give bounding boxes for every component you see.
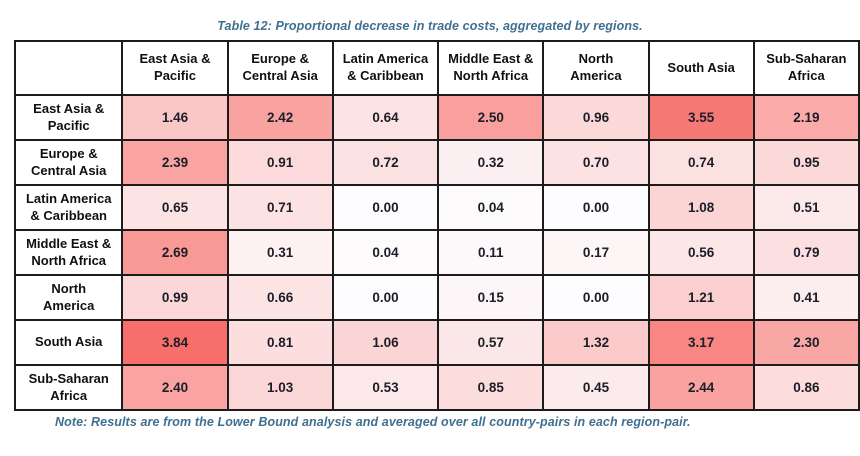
value-cell-1-4: 0.70 — [542, 139, 650, 186]
value-cell-3-4: 0.17 — [542, 229, 650, 276]
col-header-5: South Asia — [647, 40, 755, 96]
value-cell-1-6: 0.95 — [752, 139, 860, 186]
value-cell-5-2: 1.06 — [331, 319, 440, 366]
value-cell-1-3: 0.32 — [437, 139, 545, 186]
value-cell-6-5: 2.44 — [647, 364, 755, 411]
value-cell-4-3: 0.15 — [437, 274, 545, 321]
table-row-0: East Asia & Pacific 1.46 2.42 0.64 2.50 0.96 3… — [13, 94, 860, 141]
table-row-4: North America 0.99 0.66 0.00 0.15 0.00 1.21 0.4… — [13, 274, 860, 321]
value-cell-1-5: 0.74 — [647, 139, 755, 186]
value-cell-5-1: 0.81 — [226, 319, 334, 366]
value-cell-5-0: 3.84 — [121, 319, 229, 366]
value-cell-2-1: 0.71 — [226, 184, 334, 231]
col-header-3: Middle East & North Africa — [437, 40, 545, 96]
trade-costs-table: East Asia & Pacific Europe & Central Asia… — [13, 40, 860, 411]
corner-cell — [13, 40, 124, 96]
value-cell-2-3: 0.04 — [437, 184, 545, 231]
value-cell-5-5: 3.17 — [647, 319, 755, 366]
table-caption: Table 12: Proportional decrease in trade… — [217, 19, 643, 33]
value-cell-4-4: 0.00 — [542, 274, 650, 321]
value-cell-2-5: 1.08 — [647, 184, 755, 231]
value-cell-1-1: 0.91 — [226, 139, 334, 186]
value-cell-3-3: 0.11 — [437, 229, 545, 276]
col-header-0: East Asia & Pacific — [121, 40, 229, 96]
value-cell-6-0: 2.40 — [121, 364, 229, 411]
value-cell-6-2: 0.53 — [331, 364, 440, 411]
value-cell-0-4: 0.96 — [542, 94, 650, 141]
value-cell-1-0: 2.39 — [121, 139, 229, 186]
row-header-5: South Asia — [13, 319, 124, 366]
value-cell-0-5: 3.55 — [647, 94, 755, 141]
col-header-4: North America — [542, 40, 650, 96]
value-cell-0-0: 1.46 — [121, 94, 229, 141]
value-cell-4-0: 0.99 — [121, 274, 229, 321]
value-cell-4-1: 0.66 — [226, 274, 334, 321]
value-cell-0-3: 2.50 — [437, 94, 545, 141]
row-header-4: North America — [13, 274, 124, 321]
value-cell-1-2: 0.72 — [331, 139, 440, 186]
value-cell-5-4: 1.32 — [542, 319, 650, 366]
col-header-1: Europe & Central Asia — [226, 40, 334, 96]
value-cell-2-6: 0.51 — [752, 184, 860, 231]
row-header-1: Europe & Central Asia — [13, 139, 124, 186]
table-note: Note: Results are from the Lower Bound a… — [55, 415, 691, 429]
table-row-6: Sub-Saharan Africa 2.40 1.03 0.53 0.85 0.45 2.… — [13, 364, 860, 411]
table-row-3: Middle East & North Africa 2.69 0.31 0.04 0.… — [13, 229, 860, 276]
table-body: East Asia & Pacific 1.46 2.42 0.64 2.50 0.96 3… — [13, 94, 860, 411]
header-row: East Asia & Pacific Europe & Central Asia… — [13, 40, 860, 96]
table-row-5: South Asia 3.84 0.81 1.06 0.57 1.32 3.17 2.30 — [13, 319, 860, 366]
value-cell-2-0: 0.65 — [121, 184, 229, 231]
value-cell-0-6: 2.19 — [752, 94, 860, 141]
value-cell-0-1: 2.42 — [226, 94, 334, 141]
value-cell-5-3: 0.57 — [437, 319, 545, 366]
row-header-3: Middle East & North Africa — [13, 229, 124, 276]
table-row-1: Europe & Central Asia 2.39 0.91 0.72 0.32 0.7… — [13, 139, 860, 186]
value-cell-6-3: 0.85 — [437, 364, 545, 411]
value-cell-3-2: 0.04 — [331, 229, 440, 276]
row-header-0: East Asia & Pacific — [13, 94, 124, 141]
col-header-6: Sub-Saharan Africa — [752, 40, 860, 96]
value-cell-2-2: 0.00 — [331, 184, 440, 231]
value-cell-3-0: 2.69 — [121, 229, 229, 276]
value-cell-0-2: 0.64 — [331, 94, 440, 141]
value-cell-5-6: 2.30 — [752, 319, 860, 366]
value-cell-3-1: 0.31 — [226, 229, 334, 276]
table-row-2: Latin America & Caribbean 0.65 0.71 0.00 0.0… — [13, 184, 860, 231]
row-header-6: Sub-Saharan Africa — [13, 364, 124, 411]
value-cell-6-6: 0.86 — [752, 364, 860, 411]
value-cell-4-6: 0.41 — [752, 274, 860, 321]
value-cell-4-5: 1.21 — [647, 274, 755, 321]
value-cell-3-5: 0.56 — [647, 229, 755, 276]
col-header-2: Latin America & Caribbean — [331, 40, 440, 96]
row-header-2: Latin America & Caribbean — [13, 184, 124, 231]
value-cell-6-4: 0.45 — [542, 364, 650, 411]
value-cell-2-4: 0.00 — [542, 184, 650, 231]
value-cell-4-2: 0.00 — [331, 274, 440, 321]
value-cell-6-1: 1.03 — [226, 364, 334, 411]
value-cell-3-6: 0.79 — [752, 229, 860, 276]
table-header: East Asia & Pacific Europe & Central Asia… — [13, 40, 860, 96]
